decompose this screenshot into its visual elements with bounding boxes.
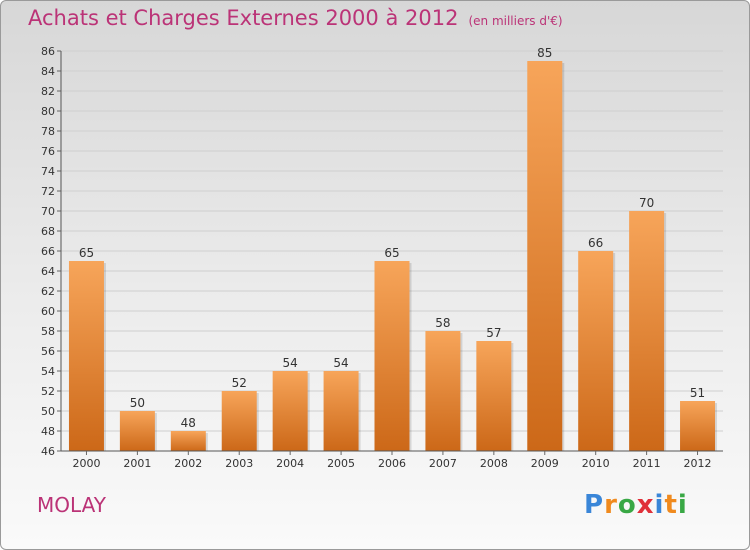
chart-title: Achats et Charges Externes 2000 à 2012 (e… [28, 6, 563, 30]
bar-value-label: 52 [232, 376, 247, 390]
x-axis: 2000 2001 2002 2003 2004 2005 2006 2007 2008 2009… [61, 450, 723, 470]
bar-2009 [527, 61, 563, 451]
bar-value-label: 66 [588, 236, 603, 250]
logo-letter: o [617, 490, 637, 520]
bar-value-label: 48 [181, 416, 196, 430]
y-tick-label: 60 [41, 305, 55, 318]
x-tick-label: 2010 [582, 457, 610, 470]
bar-2008 [476, 341, 512, 451]
y-tick-label: 46 [41, 445, 55, 458]
bar-2012 [680, 401, 716, 451]
bar-2002 [170, 431, 206, 451]
title-text: Achats et Charges Externes 2000 à 2012 [28, 6, 459, 30]
bar-value-label: 65 [79, 246, 94, 260]
logo-letter: x [636, 490, 655, 520]
logo-letter: i [677, 490, 688, 520]
y-tick-label: 80 [41, 105, 55, 118]
x-tick-label: 2003 [225, 457, 253, 470]
x-tick-label: 2002 [174, 457, 202, 470]
y-tick-label: 74 [41, 165, 55, 178]
y-tick-label: 72 [41, 185, 55, 198]
y-tick-label: 84 [41, 65, 55, 78]
x-tick-label: 2004 [276, 457, 304, 470]
logo-letter: t [664, 490, 678, 520]
y-tick-label: 52 [41, 385, 55, 398]
y-tick-label: 82 [41, 85, 55, 98]
bar-2006 [374, 261, 410, 451]
bar-2010 [578, 251, 614, 451]
bar-2000 [68, 261, 104, 451]
y-tick-label: 70 [41, 205, 55, 218]
x-tick-label: 2012 [684, 457, 712, 470]
x-tick-label: 2006 [378, 457, 406, 470]
y-tick-label: 56 [41, 345, 55, 358]
x-tick-label: 2007 [429, 457, 457, 470]
x-tick-label: 2000 [72, 457, 100, 470]
y-tick-label: 64 [41, 265, 55, 278]
y-tick-label: 78 [41, 125, 55, 138]
bar-value-label: 54 [283, 356, 298, 370]
commune-name: MOLAY [37, 493, 106, 517]
proxiti-logo: Proxiti [584, 490, 688, 520]
bar-2003 [221, 391, 257, 451]
y-tick-label: 58 [41, 325, 55, 338]
y-axis: 46 48 50 52 54 56 58 60 62 64 66 68 70 72 74 76 78 80 82 84… [41, 45, 62, 458]
bar-2007 [425, 331, 461, 451]
bar-value-label: 51 [690, 386, 705, 400]
bar-2004 [272, 371, 308, 451]
bar-value-label: 65 [384, 246, 399, 260]
y-tick-label: 48 [41, 425, 55, 438]
x-tick-label: 2001 [123, 457, 151, 470]
y-tick-label: 54 [41, 365, 55, 378]
bar-2001 [119, 411, 155, 451]
logo-letter: P [584, 490, 605, 520]
bar-value-label: 58 [435, 316, 450, 330]
bar-value-label: 70 [639, 196, 654, 210]
bar-2005 [323, 371, 359, 451]
y-tick-label: 86 [41, 45, 55, 58]
y-tick-label: 76 [41, 145, 55, 158]
y-tick-label: 66 [41, 245, 55, 258]
bar-value-label: 50 [130, 396, 145, 410]
x-tick-label: 2011 [633, 457, 661, 470]
x-tick-label: 2009 [531, 457, 559, 470]
bars: 65 50 48 52 54 54 65 58 57 85 66 70 51 [68, 46, 718, 451]
bar-2011 [629, 211, 665, 451]
x-tick-label: 2005 [327, 457, 355, 470]
y-tick-label: 50 [41, 405, 55, 418]
bar-value-label: 85 [537, 46, 552, 60]
y-tick-label: 68 [41, 225, 55, 238]
x-tick-label: 2008 [480, 457, 508, 470]
logo-letter: i [654, 490, 665, 520]
logo-letter: r [604, 490, 618, 520]
bar-value-label: 57 [486, 326, 501, 340]
chart-subtitle: (en milliers d'€) [468, 14, 563, 28]
bar-value-label: 54 [333, 356, 348, 370]
y-tick-label: 62 [41, 285, 55, 298]
